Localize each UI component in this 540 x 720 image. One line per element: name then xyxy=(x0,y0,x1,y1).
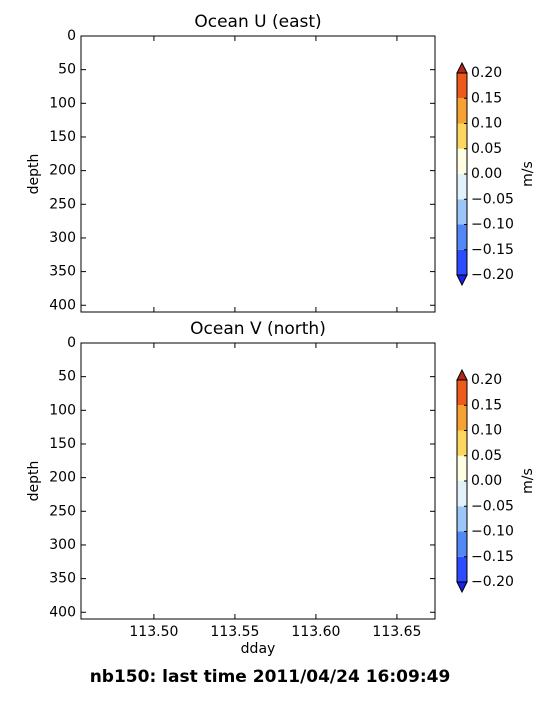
colorbar-segment xyxy=(457,430,467,456)
x-tick-label: 113.50 xyxy=(129,624,178,640)
y-tick-label: 300 xyxy=(49,230,76,246)
plot-area xyxy=(80,35,436,313)
plot-area xyxy=(80,342,436,620)
colorbar-segment xyxy=(457,123,467,149)
colorbar-segment xyxy=(457,380,467,406)
colorbar-segment xyxy=(457,531,467,557)
y-axis-label: depth xyxy=(26,154,42,195)
colorbar-tick-label: 0.00 xyxy=(471,473,502,489)
colorbar-tick-label: −0.10 xyxy=(471,524,514,540)
colorbar-tick-label: 0.15 xyxy=(471,397,502,413)
y-tick-label: 300 xyxy=(49,537,76,553)
colorbar-tick-label: −0.20 xyxy=(471,267,514,283)
colorbar-segment xyxy=(457,481,467,507)
y-tick-label: 400 xyxy=(49,604,76,620)
y-tick-label: 150 xyxy=(49,436,76,452)
colorbar-tick-label: 0.10 xyxy=(471,116,502,132)
y-tick-label: 200 xyxy=(49,470,76,486)
colorbar-tick-label: −0.05 xyxy=(471,498,514,514)
colorbar-tick-label: −0.15 xyxy=(471,242,514,258)
colorbar-tick-label: 0.05 xyxy=(471,141,502,157)
x-tick-label: 113.60 xyxy=(291,624,340,640)
colorbar-segment xyxy=(457,455,467,481)
y-tick-label: 150 xyxy=(49,129,76,145)
colorbar-segment xyxy=(457,98,467,124)
x-tick-label: 113.65 xyxy=(372,624,421,640)
y-tick-label: 250 xyxy=(49,196,76,212)
colorbar-tick-label: 0.00 xyxy=(471,166,502,182)
y-tick-label: 350 xyxy=(49,571,76,587)
colorbar-segment xyxy=(457,405,467,431)
y-tick-label: 0 xyxy=(67,28,76,44)
y-axis-label: depth xyxy=(26,461,42,502)
colorbar-tick-label: −0.15 xyxy=(471,549,514,565)
colorbar-segment xyxy=(457,249,467,275)
y-tick-label: 0 xyxy=(67,335,76,351)
y-tick-label: 100 xyxy=(49,95,76,111)
colorbar-tick-label: 0.15 xyxy=(471,90,502,106)
y-tick-label: 50 xyxy=(58,62,76,78)
colorbar-tick-label: −0.10 xyxy=(471,217,514,233)
colorbar-tick-label: 0.20 xyxy=(471,65,502,81)
colorbar-segment xyxy=(457,506,467,532)
colorbar-tick-label: −0.20 xyxy=(471,574,514,590)
colorbar-segment xyxy=(457,224,467,250)
chart-title: Ocean U (east) xyxy=(194,12,321,32)
y-tick-label: 400 xyxy=(49,297,76,313)
colorbar-tick-label: −0.05 xyxy=(471,191,514,207)
y-tick-label: 350 xyxy=(49,264,76,280)
y-tick-label: 100 xyxy=(49,402,76,418)
colorbar-segment xyxy=(457,556,467,582)
x-axis-label: dday xyxy=(241,641,276,657)
y-tick-label: 250 xyxy=(49,503,76,519)
colorbar-segment xyxy=(457,73,467,99)
x-tick-label: 113.55 xyxy=(210,624,259,640)
colorbar-segment xyxy=(457,148,467,174)
colorbar-label: m/s xyxy=(520,161,536,187)
y-tick-label: 50 xyxy=(58,369,76,385)
y-tick-label: 200 xyxy=(49,163,76,179)
colorbar-tick-label: 0.05 xyxy=(471,448,502,464)
colorbar-segment xyxy=(457,199,467,225)
colorbar-tick-label: 0.20 xyxy=(471,372,502,388)
colorbar-label: m/s xyxy=(520,468,536,494)
figure-title: nb150: last time 2011/04/24 16:09:49 xyxy=(90,667,451,687)
colorbar-tick-label: 0.10 xyxy=(471,423,502,439)
colorbar-segment xyxy=(457,174,467,200)
chart-title: Ocean V (north) xyxy=(190,319,326,339)
